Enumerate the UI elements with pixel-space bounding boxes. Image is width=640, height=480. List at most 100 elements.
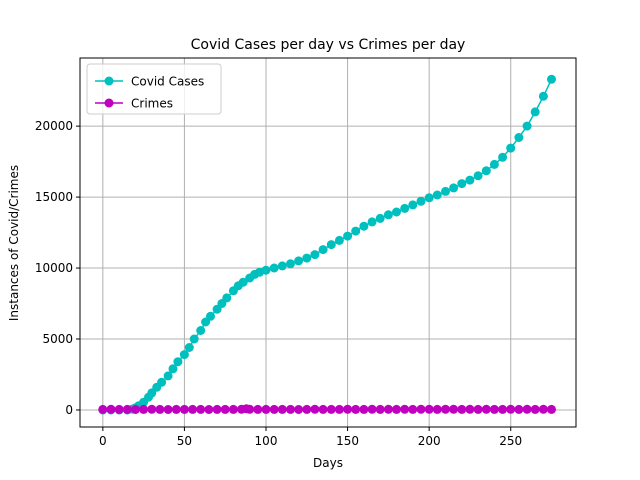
crimes-series [98,404,556,414]
crimes-point [400,404,410,414]
y-tick-label: 20000 [35,119,73,133]
covid-cases-point [514,133,524,142]
covid-cases-point [222,293,232,303]
covid-cases-point [184,343,194,352]
covid-cases-point [498,152,508,162]
grid [80,58,576,427]
covid-cases-point [318,245,328,255]
y-tick-label: 0 [65,403,73,417]
crimes-point [367,404,377,414]
legend-crimes-marker [104,98,114,108]
covid-cases-point [392,207,401,217]
covid-cases-point [408,200,418,210]
x-tick-label: 0 [99,434,107,448]
covid-cases-point [489,159,499,169]
x-tick-label: 50 [177,434,192,448]
crimes-point [432,404,442,414]
covid-cases-point [238,277,248,287]
y-axis-label: Instances of Covid/Crimes [7,165,21,321]
covid-cases-point [189,334,199,344]
crimes-point [351,404,361,414]
crimes-point [302,404,312,414]
crimes-point [131,405,140,414]
covid-cases-point [375,213,385,223]
crimes-point [318,404,328,414]
x-axis-ticks: 0 50 100 150 200 250 [99,427,522,448]
legend-box [86,63,222,115]
crimes-point [538,404,548,414]
crimes-point [122,404,132,414]
y-axis-ticks: 0 5000 10000 15000 20000 [35,119,80,417]
covid-cases-point [173,357,183,367]
covid-cases-point [522,121,532,131]
covid-cases-point [269,263,279,273]
covid-cases-point [351,226,361,236]
covid-cases-point [367,217,377,227]
crimes-point [522,404,532,414]
crimes-point [171,404,181,414]
crimes-point [416,404,426,414]
covid-cases-point [157,377,167,387]
x-tick-label: 200 [418,434,441,448]
covid-cases-point [302,253,312,263]
crimes-point [326,404,336,414]
covid-cases-point [506,143,516,153]
covid-cases-point [449,183,459,193]
covid-cases-point [383,210,393,220]
covid-cases-point [359,221,369,231]
crimes-point [489,404,499,414]
covid-cases-point [547,74,556,84]
crimes-point [375,404,385,414]
x-axis-label: Days [313,456,343,470]
covid-cases-point [343,231,353,241]
crimes-point [294,405,304,414]
covid-cases-point [179,350,189,360]
crimes-point [228,404,238,414]
crimes-point [277,404,287,414]
crimes-point [212,404,222,414]
crimes-point [383,404,393,414]
crimes-point [196,404,206,414]
x-tick-label: 250 [499,434,522,448]
crimes-point [286,404,295,414]
crimes-point [457,404,467,414]
crimes-point [179,404,189,414]
crimes-point [547,404,556,414]
covid-cases-point [416,196,426,206]
crimes-point [498,404,508,414]
crimes-point [392,404,401,414]
crimes-point [449,404,459,414]
crimes-point [465,404,475,414]
crimes-point [245,404,255,414]
x-tick-label: 100 [255,434,278,448]
covid-cases-point [168,364,178,374]
crimes-point [147,404,157,414]
covid-cases-point [481,166,491,176]
covid-cases-point [277,261,287,271]
legend: Covid Cases Crimes [86,63,222,115]
x-tick-label: 150 [336,434,359,448]
plot-frame [79,57,577,428]
covid-cases-point [465,175,475,185]
covid-cases-point [196,326,206,335]
crimes-point [514,404,524,414]
crimes-point [139,404,149,414]
covid-cases-point [432,190,442,200]
crimes-point [261,404,271,414]
crimes-point [204,405,214,414]
covid-cases-point [294,256,304,266]
crimes-point [220,404,230,414]
y-tick-label: 15000 [35,190,73,204]
crimes-point [114,404,124,414]
crimes-point [473,404,483,414]
y-tick-label: 10000 [35,261,73,275]
covid-cases-point [206,311,215,321]
covid-cases-point [326,240,336,250]
covid-cases-point [530,107,540,117]
crimes-point [359,404,369,414]
crimes-point [408,404,418,414]
covid-cases-point [538,91,548,101]
y-tick-label: 5000 [42,332,73,346]
covid-cases-point [457,179,467,189]
